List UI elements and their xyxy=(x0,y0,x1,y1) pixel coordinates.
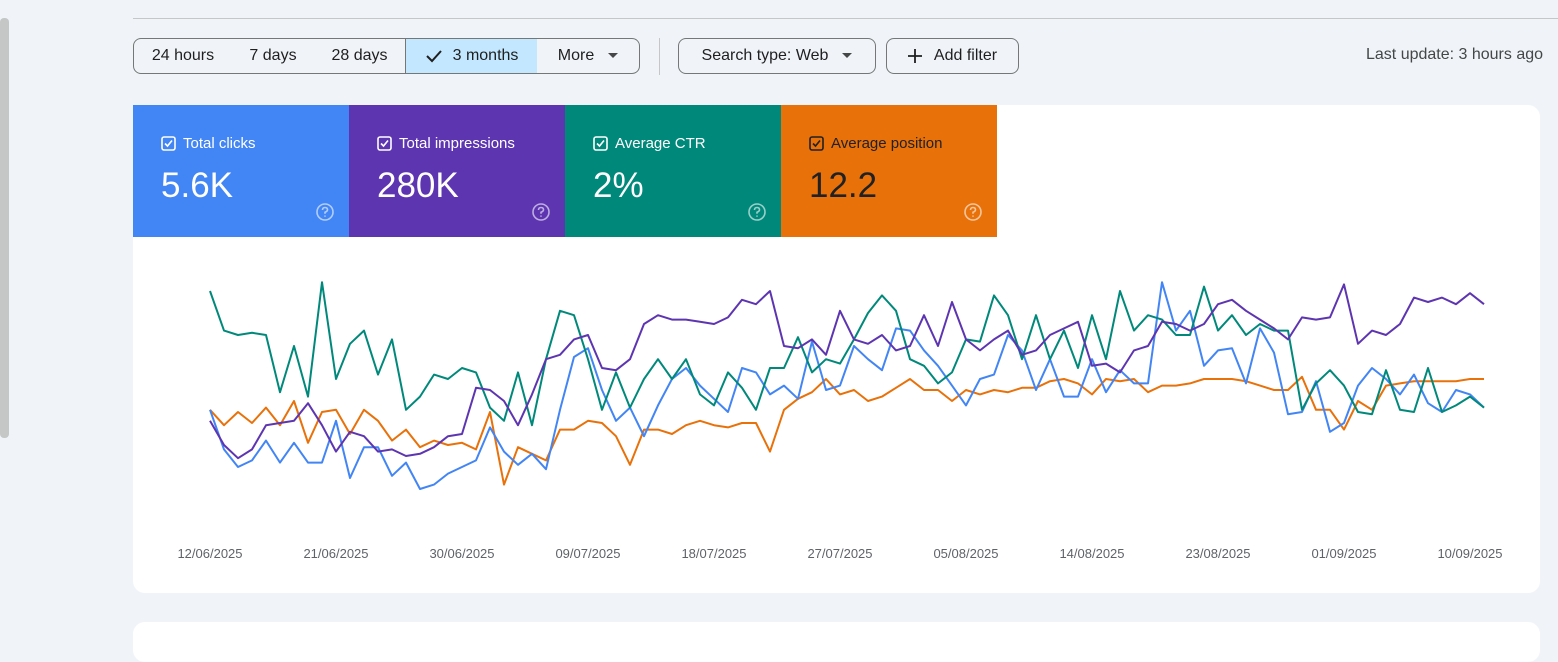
x-tick-label: 12/06/2025 xyxy=(177,546,242,561)
search-type-label: Search type: Web xyxy=(701,47,829,64)
add-filter-button[interactable]: Add filter xyxy=(886,38,1019,74)
dropdown-icon xyxy=(842,53,853,58)
metric-card[interactable]: Average position 12.2 xyxy=(781,105,997,237)
metric-header: Average position xyxy=(809,135,997,152)
metric-label: Average CTR xyxy=(615,135,706,152)
x-tick-label: 10/09/2025 xyxy=(1437,546,1502,561)
x-tick-label: 18/07/2025 xyxy=(681,546,746,561)
add-filter-label: Add filter xyxy=(933,47,998,64)
help-icon[interactable] xyxy=(315,202,335,222)
x-tick-label: 30/06/2025 xyxy=(429,546,494,561)
checkbox[interactable] xyxy=(161,136,176,151)
series-line xyxy=(209,375,1484,486)
checkbox[interactable] xyxy=(593,136,608,151)
plus-icon xyxy=(907,49,922,63)
series-line xyxy=(209,283,1485,460)
x-tick-label: 27/07/2025 xyxy=(807,546,872,561)
x-tick-label: 05/08/2025 xyxy=(933,546,998,561)
checkbox[interactable] xyxy=(809,136,824,151)
separator xyxy=(659,38,660,75)
x-tick-label: 09/07/2025 xyxy=(555,546,620,561)
series-line xyxy=(209,281,1485,490)
more-button[interactable]: More xyxy=(537,38,640,74)
range-button[interactable]: 28 days xyxy=(314,38,406,74)
help-icon[interactable] xyxy=(747,202,767,222)
x-tick-label: 21/06/2025 xyxy=(303,546,368,561)
range-button-selected[interactable]: 3 months xyxy=(405,38,538,74)
metric-header: Total clicks xyxy=(161,135,349,152)
help-icon[interactable] xyxy=(531,202,551,222)
metric-value: 12.2 xyxy=(809,166,878,205)
check-icon xyxy=(425,50,442,63)
x-tick-label: 23/08/2025 xyxy=(1185,546,1250,561)
metric-value: 5.6K xyxy=(161,166,233,205)
page: 24 hours 7 days 28 days 3 months More Se… xyxy=(0,18,1558,662)
metric-label: Average position xyxy=(831,135,943,152)
chart: 12/06/2025 21/06/2025 30/06/2025 09/07/2025… xyxy=(177,281,1503,561)
metric-label: Total clicks xyxy=(183,135,256,152)
metric-value: 2% xyxy=(593,166,644,205)
metric-label: Total impressions xyxy=(399,135,515,152)
metric-header: Average CTR xyxy=(593,135,781,152)
metric-card[interactable]: Total clicks 5.6K xyxy=(133,105,349,237)
metric-value: 280K xyxy=(377,166,459,205)
help-icon[interactable] xyxy=(963,202,983,222)
dropdown-icon xyxy=(608,53,619,58)
range-label: 3 months xyxy=(452,47,519,64)
x-tick-label: 14/08/2025 xyxy=(1059,546,1124,561)
more-label: More xyxy=(557,47,595,64)
series-line xyxy=(209,281,1485,427)
metric-card[interactable]: Total impressions 280K xyxy=(349,105,565,237)
last-update: Last update: 3 hours ago xyxy=(1366,46,1544,63)
range-button[interactable]: 24 hours xyxy=(133,38,233,74)
metric-card[interactable]: Average CTR 2% xyxy=(565,105,781,237)
search-type-button[interactable]: Search type: Web xyxy=(678,38,876,74)
scrollbar[interactable] xyxy=(0,18,9,438)
checkbox[interactable] xyxy=(377,136,392,151)
x-tick-label: 01/09/2025 xyxy=(1311,546,1376,561)
divider xyxy=(133,18,1558,19)
metric-header: Total impressions xyxy=(377,135,565,152)
